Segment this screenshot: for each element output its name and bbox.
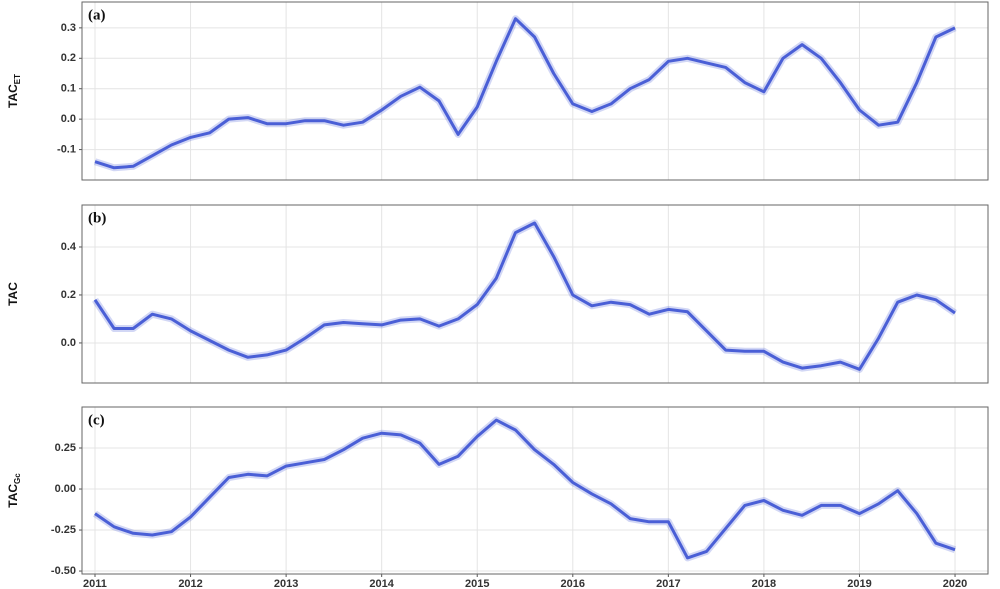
x-tick-label: 2012 xyxy=(178,578,202,589)
panel-label: (b) xyxy=(88,210,106,226)
y-axis-label-main: TAC xyxy=(6,484,20,508)
data-line xyxy=(93,221,956,371)
x-tick-label: 2019 xyxy=(847,578,871,589)
x-tick-label: 2018 xyxy=(752,578,776,589)
panel-background xyxy=(82,205,988,383)
y-tick-label: -0.25 xyxy=(51,524,76,536)
y-axis-label-main: TAC xyxy=(6,282,20,306)
y-axis-label: TAC xyxy=(6,282,20,306)
panel-label: (a) xyxy=(88,7,106,23)
data-line xyxy=(94,418,956,560)
panel-label: (c) xyxy=(88,412,105,428)
y-axis-label: TACGc xyxy=(6,473,22,508)
y-tick-label: 0.00 xyxy=(55,483,76,495)
x-tick-label: 2016 xyxy=(561,578,585,589)
x-tick-label: 2014 xyxy=(369,578,394,589)
panel-border xyxy=(81,406,989,575)
x-tick-label: 2011 xyxy=(83,578,107,589)
x-tick-label: 2013 xyxy=(274,578,298,589)
panel-border xyxy=(81,1,989,181)
panel-border xyxy=(81,204,989,384)
y-axis-label-main: TAC xyxy=(6,84,20,108)
y-axis-label-sub: Gc xyxy=(13,473,22,484)
panel-background xyxy=(82,407,988,574)
y-tick-label: -0.1 xyxy=(57,143,76,155)
panel-background xyxy=(82,2,988,180)
y-axis-label-sub: ET xyxy=(13,74,22,84)
y-tick-label: 0.3 xyxy=(61,22,76,34)
y-tick-label: 0.0 xyxy=(61,337,76,349)
data-line xyxy=(94,17,956,170)
x-tick-label: 2015 xyxy=(465,578,489,589)
x-tick-label: 2017 xyxy=(656,578,680,589)
y-tick-label: 0.2 xyxy=(61,52,76,64)
x-tick-label: 2020 xyxy=(943,578,967,589)
y-tick-label: 0.1 xyxy=(61,83,76,95)
y-tick-label: 0.0 xyxy=(61,113,76,125)
y-tick-label: 0.2 xyxy=(61,289,76,301)
y-tick-label: 0.25 xyxy=(55,442,76,454)
y-axis-label: TACET xyxy=(6,74,22,108)
y-tick-label: 0.4 xyxy=(61,241,77,253)
y-tick-label: -0.50 xyxy=(51,565,76,577)
